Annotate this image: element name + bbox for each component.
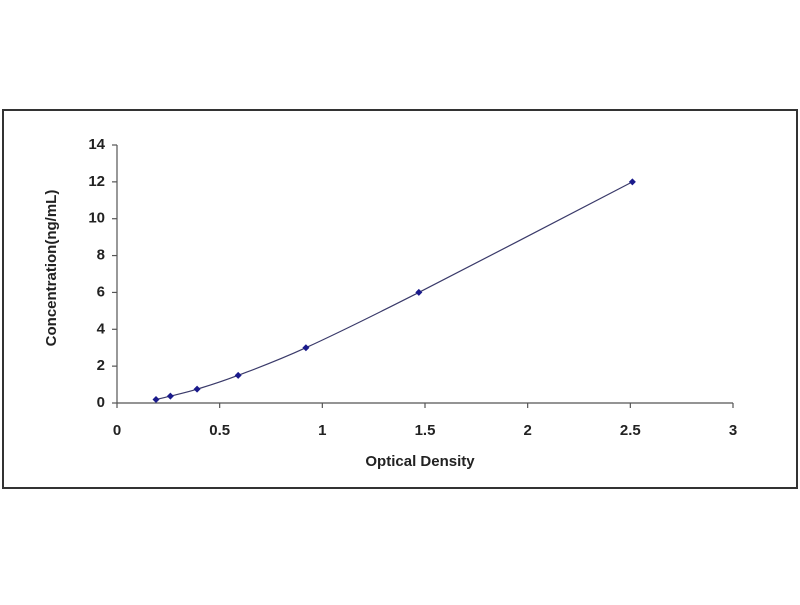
x-tick-label: 1 [318,422,326,439]
y-tick-label: 4 [97,320,106,337]
y-tick-label: 14 [88,136,105,153]
point [193,385,201,393]
x-tick-label: 3 [729,422,737,439]
x-tick-label: 1.5 [415,422,436,439]
y-axis-label: Concentration(ng/mL) [43,190,60,347]
y-tick-label: 6 [97,283,105,300]
point [302,344,310,352]
x-tick-label: 2 [523,422,531,439]
fit-line [155,181,633,401]
x-tick-label: 0.5 [209,422,230,439]
y-tick-label: 10 [88,210,105,227]
point [234,371,242,379]
point [628,178,636,186]
y-tick-label: 12 [88,173,105,190]
y-tick-label: 8 [97,247,105,264]
y-tick-label: 0 [97,394,105,411]
point [415,288,423,296]
point [152,396,160,404]
y-tick-label: 2 [97,357,105,374]
x-tick-label: 0 [113,422,121,439]
x-axis-label: Optical Density [365,453,475,470]
x-tick-label: 2.5 [620,422,641,439]
point [166,392,174,400]
chart-frame [2,109,798,489]
